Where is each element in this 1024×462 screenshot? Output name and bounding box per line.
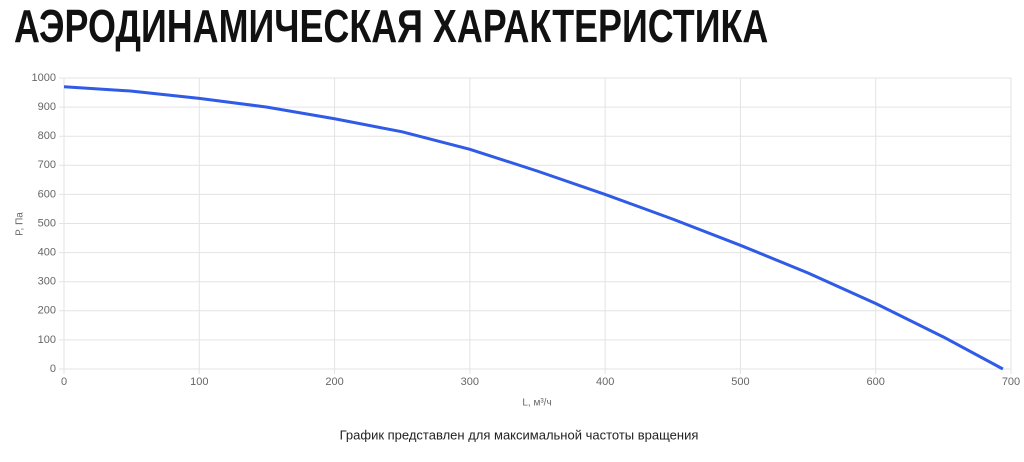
- y-tick-label: 0: [50, 363, 56, 375]
- y-tick-label: 400: [38, 247, 56, 259]
- chart-note: График представлен для максимальной част…: [340, 427, 699, 442]
- y-tick-label: 600: [38, 188, 56, 200]
- x-axis-label: L, м³/ч: [522, 398, 551, 409]
- chart-title: АЭРОДИНАМИЧЕСКАЯ ХАРАКТЕРИСТИКА: [14, 1, 768, 52]
- y-tick-label: 1000: [32, 72, 56, 84]
- y-tick-label: 200: [38, 305, 56, 317]
- y-tick-label: 500: [38, 217, 56, 229]
- x-tick-label: 0: [61, 376, 67, 388]
- y-tick-label: 900: [38, 101, 56, 113]
- x-tick-label: 300: [461, 376, 479, 388]
- y-tick-label: 300: [38, 276, 56, 288]
- y-tick-label: 100: [38, 334, 56, 346]
- x-tick-label: 400: [596, 376, 614, 388]
- data-line: [63, 85, 1004, 371]
- y-tick-label: 700: [38, 159, 56, 171]
- x-tick-label: 600: [867, 376, 885, 388]
- y-axis-label: P, Па: [15, 212, 26, 236]
- x-tick-label: 700: [1002, 376, 1020, 388]
- x-tick-label: 200: [325, 376, 343, 388]
- x-tick-label: 500: [731, 376, 749, 388]
- y-tick-label: 800: [38, 130, 56, 142]
- x-tick-label: 100: [190, 376, 208, 388]
